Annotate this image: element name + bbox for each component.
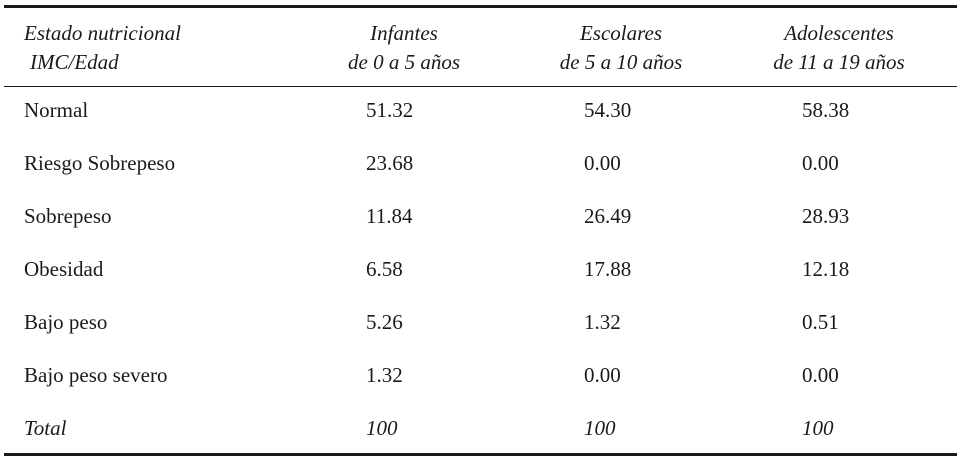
cell-adolescentes: 0.00 <box>802 151 839 175</box>
cell-infantes: 23.68 <box>366 151 414 175</box>
cell-adolescentes: 58.38 <box>802 98 850 122</box>
table-row: Normal 51.32 54.30 58.38 <box>4 87 957 140</box>
cell-adolescentes: 0.00 <box>802 363 839 387</box>
cell-infantes: 11.84 <box>366 204 413 228</box>
header-escolares: Escolares de 5 a 10 años <box>511 19 731 77</box>
cell-escolares: 0.00 <box>584 363 621 387</box>
row-label: Bajo peso <box>24 310 108 334</box>
cell-infantes: 6.58 <box>366 257 403 281</box>
header-line: Infantes <box>370 21 438 45</box>
table-row: Bajo peso 5.26 1.32 0.51 <box>4 299 957 352</box>
header-line: Escolares <box>579 21 663 45</box>
table-header-rule <box>4 86 957 87</box>
header-line: de 0 a 5 años <box>348 50 460 74</box>
table-row: Riesgo Sobrepeso 23.68 0.00 0.00 <box>4 140 957 193</box>
table-row: Bajo peso severo 1.32 0.00 0.00 <box>4 352 957 405</box>
cell-adolescentes: 12.18 <box>802 257 850 281</box>
cell-adolescentes: 100 <box>802 416 834 440</box>
header-estado-nutricional: Estado nutricional IMC/Edad <box>24 19 181 77</box>
cell-infantes: 51.32 <box>366 98 414 122</box>
cell-adolescentes: 0.51 <box>802 310 839 334</box>
row-label: Normal <box>24 98 89 122</box>
row-label: Bajo peso severo <box>24 363 168 387</box>
cell-infantes: 5.26 <box>366 310 403 334</box>
table-row-total: Total 100 100 100 <box>4 405 957 458</box>
cell-escolares: 100 <box>584 416 616 440</box>
header-line: Adolescentes <box>784 21 894 45</box>
header-line: de 5 a 10 años <box>559 50 683 74</box>
cell-infantes: 1.32 <box>366 363 403 387</box>
row-label: Total <box>24 416 67 440</box>
cell-adolescentes: 28.93 <box>802 204 850 228</box>
table-body: Normal 51.32 54.30 58.38 Riesgo Sobrepes… <box>4 87 957 458</box>
table-row: Sobrepeso 11.84 26.49 28.93 <box>4 193 957 246</box>
row-label: Riesgo Sobrepeso <box>24 151 176 175</box>
table-row: Obesidad 6.58 17.88 12.18 <box>4 246 957 299</box>
row-label: Sobrepeso <box>24 204 112 228</box>
table-top-rule <box>4 5 957 8</box>
header-line: Estado nutricional <box>24 21 181 45</box>
cell-escolares: 1.32 <box>584 310 621 334</box>
cell-escolares: 54.30 <box>584 98 632 122</box>
cell-escolares: 17.88 <box>584 257 632 281</box>
cell-escolares: 26.49 <box>584 204 632 228</box>
table-bottom-rule <box>4 453 957 456</box>
table-header: Estado nutricional IMC/Edad Infantes de … <box>4 19 957 79</box>
header-adolescentes: Adolescentes de 11 a 19 años <box>729 19 949 77</box>
cell-escolares: 0.00 <box>584 151 621 175</box>
cell-infantes: 100 <box>366 416 398 440</box>
row-label: Obesidad <box>24 257 104 281</box>
header-infantes: Infantes de 0 a 5 años <box>294 19 514 77</box>
header-line: de 11 a 19 años <box>773 50 905 74</box>
header-line: IMC/Edad <box>30 50 119 74</box>
